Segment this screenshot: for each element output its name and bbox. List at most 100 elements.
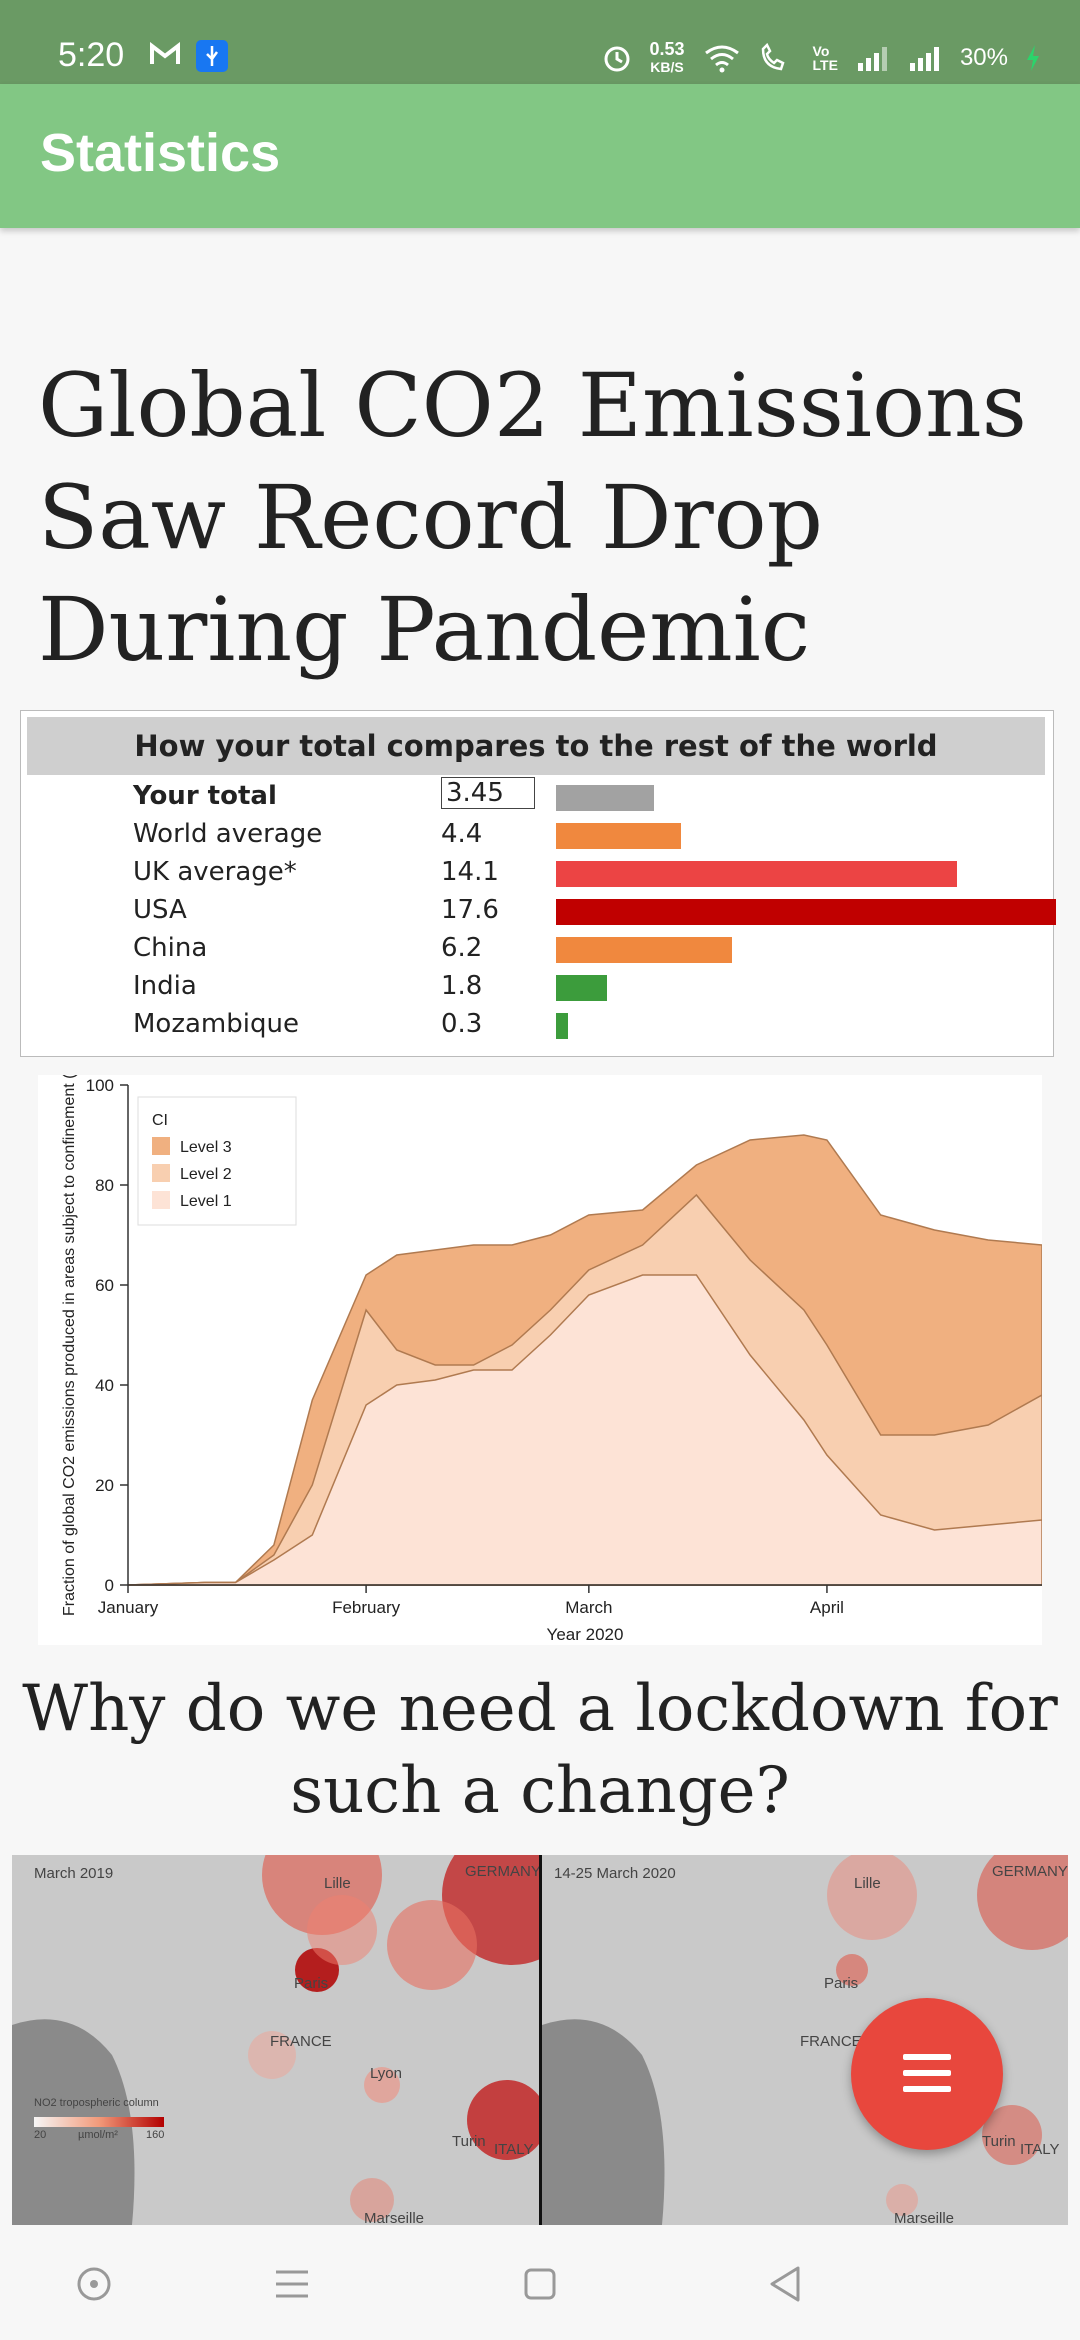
article-headline: Global CO2 Emissions Saw Record Drop Dur… [38, 354, 1027, 681]
comparison-bar [556, 899, 1056, 925]
place-label: Paris [824, 1975, 859, 1992]
place-label: Paris [294, 1975, 329, 1992]
no2-maps: March 2019 GERMANY Lille Paris FRANCE Ly… [12, 1855, 1068, 2225]
comparison-label: USA [133, 895, 187, 925]
place-label: Turin [982, 2133, 1016, 2150]
map-legend-min: 20 [34, 2129, 47, 2141]
status-time: 5:20 [58, 36, 125, 74]
legend-entry: Level 2 [180, 1166, 232, 1183]
comparison-label: India [133, 971, 197, 1001]
place-label: Lille [854, 1875, 881, 1892]
comparison-heading: How your total compares to the rest of t… [27, 717, 1045, 775]
status-right: 0.53 KB/S Vo LTE 30% [602, 40, 1041, 76]
signal-icon-sim2 [909, 47, 939, 71]
net-speed-unit: KB/S [650, 59, 684, 75]
nav-recents-menu-button[interactable] [262, 2254, 322, 2314]
place-label: FRANCE [800, 2033, 862, 2050]
place-label: ITALY [1020, 2141, 1060, 2158]
map-legend-max: 160 [146, 2129, 165, 2141]
system-nav-bar [0, 2226, 1080, 2340]
net-speed: 0.53 KB/S [650, 40, 685, 76]
comparison-bar [556, 861, 957, 887]
comparison-value: 0.3 [441, 1009, 483, 1039]
legend-title: CI [152, 1112, 168, 1129]
comparison-label: Mozambique [133, 1009, 299, 1039]
legend-entry: Level 1 [180, 1193, 232, 1210]
legend-swatch [152, 1164, 170, 1182]
emissions-comparison: How your total compares to the rest of t… [20, 710, 1056, 1057]
nav-overview-button[interactable] [510, 2254, 570, 2314]
comparison-row: USA 17.6 [21, 893, 1056, 931]
place-label: GERMANY [992, 1863, 1068, 1880]
y-tick-label: 40 [95, 1376, 114, 1395]
x-axis-label: Year 2020 [547, 1625, 624, 1644]
legend-entry: Level 3 [180, 1139, 232, 1156]
comparison-row: Your total 3.45 [21, 777, 1053, 817]
comparison-label: UK average* [133, 857, 297, 887]
map-2019-label: March 2019 [34, 1865, 114, 1882]
x-tick-label: March [565, 1598, 612, 1617]
comparison-label: Your total [133, 781, 277, 811]
area-series-level-1 [127, 1274, 1043, 1586]
nav-home-button[interactable] [64, 2254, 124, 2314]
comparison-value: 14.1 [441, 857, 499, 887]
wifi-icon [704, 45, 739, 73]
battery-percent: 30% [959, 44, 1008, 71]
net-speed-value: 0.53 [649, 39, 685, 59]
menu-fab-button[interactable] [851, 1998, 1003, 2150]
y-axis-label: Fraction of global CO2 emissions produce… [61, 1075, 78, 1616]
comparison-value[interactable]: 3.45 [441, 777, 535, 809]
alarm-icon [604, 46, 629, 72]
y-tick-label: 20 [95, 1476, 114, 1495]
square-icon [524, 2268, 556, 2300]
x-tick-label: January [98, 1598, 159, 1617]
map-2019-image [12, 1855, 582, 2225]
comparison-value: 1.8 [441, 971, 483, 1001]
map-legend-title: NO2 tropospheric column [34, 2097, 159, 2109]
place-label: Turin [452, 2133, 486, 2150]
comparison-value: 6.2 [441, 933, 483, 963]
usb-icon [196, 40, 228, 78]
confinement-chart: 0 20 40 60 80 100 January February March April Yea… [38, 1054, 1043, 1645]
comparison-bar [556, 1013, 568, 1039]
back-triangle-icon [770, 2266, 800, 2302]
app-title: Statistics [40, 123, 281, 183]
legend-swatch [152, 1137, 170, 1155]
map-2020-label: 14-25 March 2020 [554, 1865, 676, 1882]
place-label: Lille [324, 1875, 351, 1892]
charging-icon [1027, 45, 1039, 71]
comparison-row: World average 4.4 [21, 817, 1053, 855]
place-label: ITALY [494, 2141, 534, 2158]
comparison-value: 17.6 [441, 895, 499, 925]
menu-lines-icon [276, 2270, 308, 2298]
article-subheadline: Why do we need a lockdown for such a cha… [22, 1672, 1058, 1828]
area-chart-svg: 0 20 40 60 80 100 January February March April Yea… [61, 1054, 1043, 1644]
place-label: Lyon [370, 2065, 402, 2082]
map-2019: March 2019 GERMANY Lille Paris FRANCE Ly… [12, 1855, 582, 2225]
place-label: FRANCE [270, 2033, 332, 2050]
signal-icon-sim1 [857, 47, 887, 71]
x-tick-label: February [332, 1598, 401, 1617]
place-label: Marseille [364, 2210, 425, 2225]
wifi-calling-icon [761, 43, 785, 71]
comparison-label: World average [133, 819, 323, 849]
map-legend-unit: µmol/m² [78, 2129, 118, 2141]
comparison-bar [556, 937, 733, 963]
comparison-bar [556, 785, 654, 811]
nav-back-button[interactable] [756, 2254, 816, 2314]
comparison-row: China 6.2 [21, 931, 1053, 969]
comparison-row: UK average* 14.1 [21, 855, 1053, 893]
x-tick-label: April [810, 1598, 844, 1617]
comparison-value: 4.4 [441, 819, 483, 849]
legend-swatch [152, 1191, 170, 1209]
comparison-row: Mozambique 0.3 [21, 1007, 1053, 1045]
y-tick-label: 80 [95, 1176, 114, 1195]
place-label: Marseille [894, 2210, 955, 2225]
comparison-bar [556, 823, 681, 849]
y-tick-label: 60 [95, 1276, 114, 1295]
y-tick-label: 100 [86, 1076, 114, 1095]
y-tick-label: 0 [105, 1576, 114, 1595]
place-label: GERMANY [465, 1863, 541, 1880]
app-bar: Statistics [0, 84, 1080, 228]
comparison-label: China [133, 933, 208, 963]
